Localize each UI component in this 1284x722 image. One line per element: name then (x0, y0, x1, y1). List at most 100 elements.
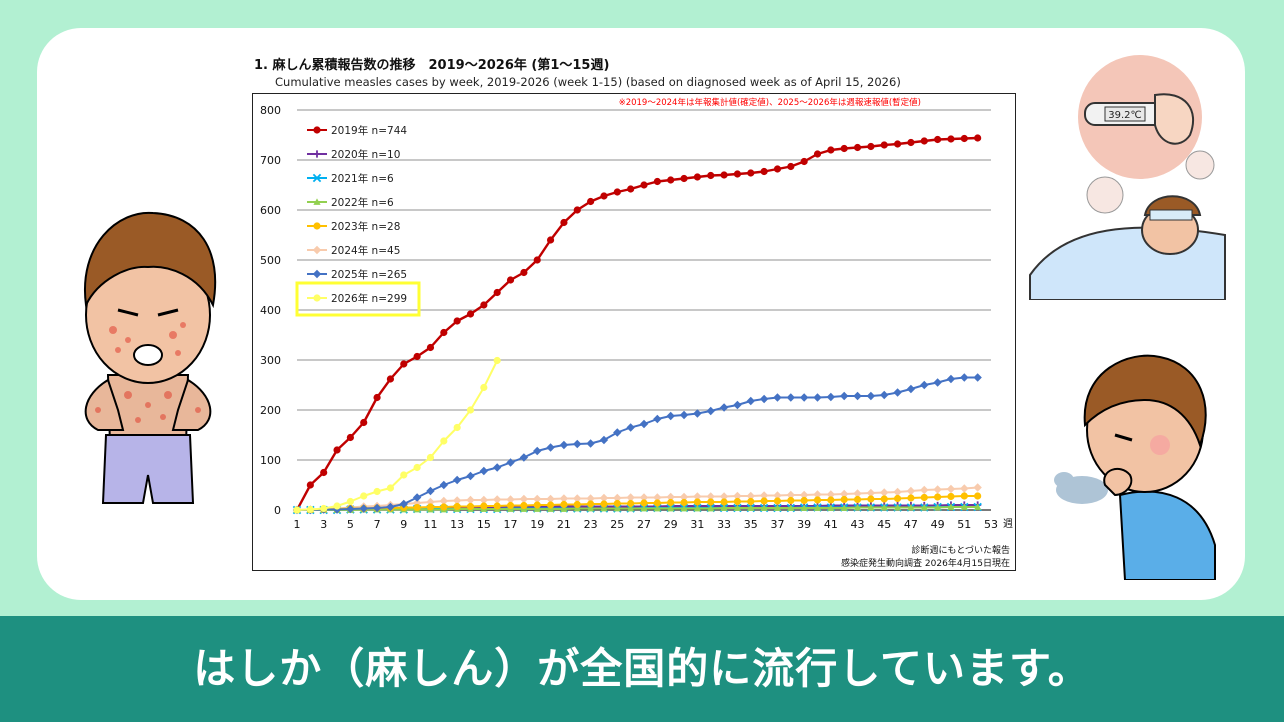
data-point (453, 502, 461, 511)
data-point (907, 494, 915, 502)
data-point (573, 206, 581, 214)
data-point (386, 484, 395, 492)
x-tick-label: 9 (400, 518, 407, 531)
data-point (600, 192, 608, 200)
data-point (373, 393, 381, 402)
data-point (587, 197, 595, 206)
data-point (893, 494, 902, 503)
data-point (720, 498, 728, 506)
data-point (946, 484, 956, 494)
chart-subtitle: Cumulative measles cases by week, 2019-2… (275, 75, 901, 89)
data-point (399, 499, 408, 509)
data-point (853, 495, 862, 504)
data-point (747, 497, 755, 506)
data-point (920, 493, 928, 502)
data-point (546, 494, 555, 504)
data-point (720, 171, 728, 179)
data-point (974, 492, 982, 500)
data-point (840, 144, 848, 153)
data-point (639, 493, 649, 502)
data-point (760, 167, 768, 176)
data-point (573, 500, 581, 509)
data-point (373, 487, 381, 496)
data-point (653, 414, 662, 424)
legend-entry: 2023年 n=28 (307, 220, 400, 233)
legend-label: 2023年 n=28 (331, 220, 400, 233)
data-point (759, 394, 769, 404)
data-point (800, 157, 808, 166)
data-point (613, 188, 621, 196)
data-point (426, 343, 435, 352)
data-point (707, 504, 715, 512)
x-tick-label: 17 (504, 518, 518, 531)
data-point (920, 380, 929, 390)
data-point (934, 493, 942, 501)
data-point (893, 503, 902, 511)
data-point (306, 505, 314, 514)
data-point (960, 484, 969, 493)
data-point (787, 162, 795, 171)
data-point (853, 503, 862, 511)
data-point (546, 505, 555, 512)
data-point (706, 406, 715, 416)
data-point (653, 177, 661, 186)
data-point (640, 504, 648, 512)
series-1 (293, 134, 982, 514)
data-point (907, 138, 915, 147)
data-point (426, 453, 435, 462)
coughing-boy-illustration (1054, 354, 1216, 580)
legend-swatch-marker (313, 294, 321, 302)
x-tick-label: 25 (610, 518, 624, 531)
data-point (893, 487, 902, 497)
chart-title: 1. 麻しん累積報告数の推移 2019～2026年 (第1～15週) (254, 58, 610, 73)
data-point (573, 439, 582, 449)
data-point (799, 490, 809, 500)
data-point (466, 502, 475, 511)
data-point (559, 440, 569, 450)
x-tick-label: 23 (584, 518, 598, 531)
data-point (973, 483, 982, 492)
data-point (533, 256, 541, 264)
data-point (733, 400, 742, 410)
data-point (613, 428, 622, 437)
data-point (413, 463, 421, 472)
data-point (920, 137, 928, 145)
data-point (787, 504, 795, 511)
data-point (546, 443, 555, 452)
data-point (813, 504, 822, 511)
data-point (800, 496, 808, 505)
legend-entry: 2022年 n=6 (307, 196, 394, 209)
data-point (480, 301, 488, 309)
data-point (946, 374, 956, 384)
data-point (560, 218, 568, 227)
data-point (346, 497, 354, 506)
data-point (600, 500, 608, 508)
y-tick-label: 500 (260, 254, 281, 267)
data-point (733, 497, 742, 506)
data-point (480, 383, 488, 392)
data-point (573, 504, 581, 512)
data-point (827, 146, 835, 154)
fever-in-bed-illustration: 39.2℃ (1029, 55, 1226, 300)
data-point (933, 485, 942, 494)
data-point (920, 503, 928, 511)
data-point (719, 492, 729, 501)
y-tick-label: 200 (260, 404, 281, 417)
data-point (640, 181, 648, 189)
data-point (786, 393, 796, 402)
data-point (600, 504, 608, 512)
x-tick-label: 53 (984, 518, 998, 531)
series-line (295, 136, 978, 511)
series-line (297, 376, 978, 511)
legend-label: 2026年 n=299 (331, 292, 407, 305)
data-point (452, 475, 462, 485)
series-8 (293, 356, 501, 514)
data-point (853, 391, 862, 401)
legend-highlight-box (295, 281, 421, 317)
boy-with-rash-illustration (83, 211, 217, 504)
data-point (773, 165, 782, 173)
data-point (693, 504, 701, 512)
data-point (720, 504, 728, 511)
x-tick-label: 1 (294, 518, 301, 531)
